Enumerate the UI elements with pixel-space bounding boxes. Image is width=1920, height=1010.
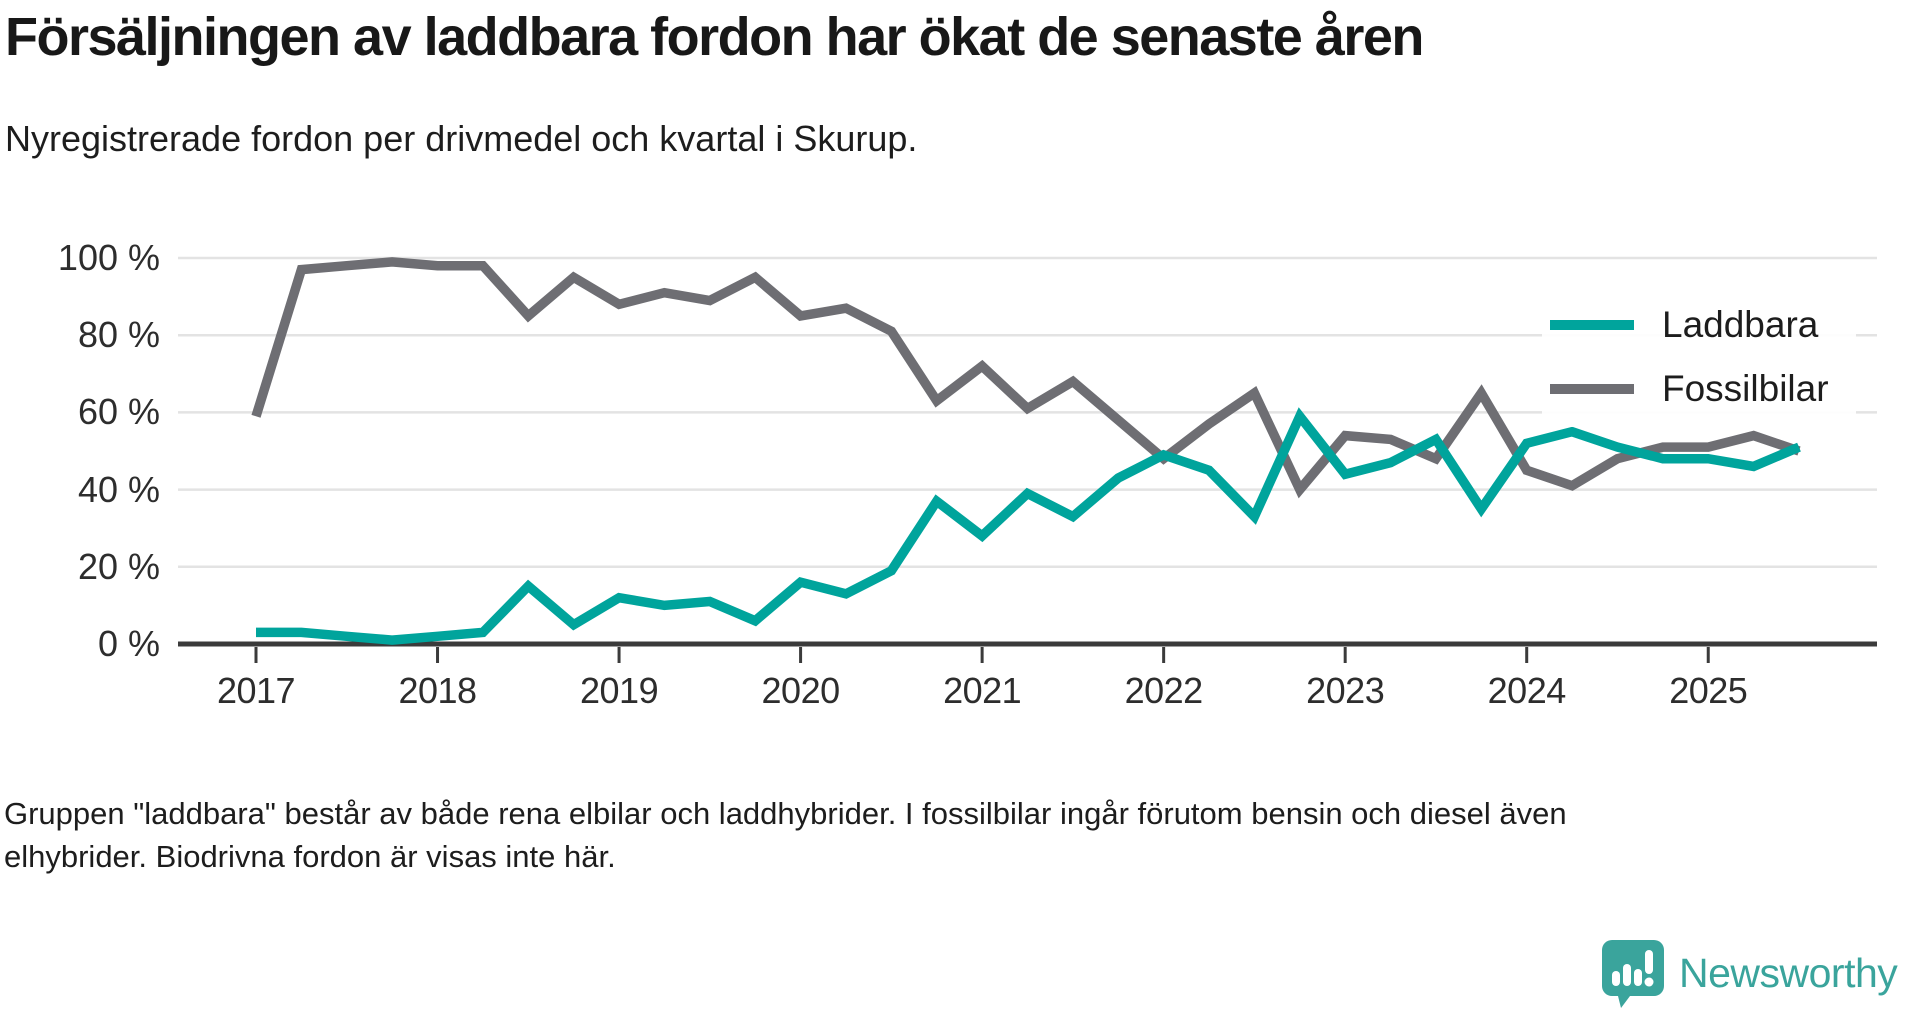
legend-item-fossilbilar: Fossilbilar: [1550, 365, 1856, 413]
footnote-line-2: elhybrider. Biodrivna fordon är visas in…: [4, 839, 616, 874]
x-axis-label-2018: 2018: [398, 670, 477, 711]
x-axis-label-2017: 2017: [216, 670, 296, 711]
y-axis-label-0: 0 %: [97, 623, 160, 664]
y-axis-label-60: 60 %: [77, 391, 160, 433]
newsworthy-logo-icon: [1602, 940, 1664, 1008]
x-axis-label-2022: 2022: [1124, 670, 1204, 711]
x-axis-label-2019: 2019: [580, 670, 659, 711]
newsworthy-branding: Newsworthy: [1600, 938, 1898, 1008]
footnote: Gruppen "laddbara" består av både rena e…: [4, 792, 1567, 878]
laddbara-line-swatch: [1550, 320, 1634, 330]
y-axis-label-80: 80 %: [77, 314, 160, 356]
newsworthy-wordmark: Newsworthy: [1679, 949, 1898, 996]
y-axis-label-100: 100 %: [57, 237, 160, 278]
legend-item-laddbara: Laddbara: [1550, 301, 1856, 349]
x-axis-label-2021: 2021: [943, 670, 1022, 711]
y-axis-label-40: 40 %: [77, 468, 160, 510]
series-line-laddbara: [256, 407, 1801, 645]
legend-label-fossilbilar: Fossilbilar: [1662, 368, 1829, 409]
x-axis-label-2023: 2023: [1306, 670, 1385, 711]
y-axis-label-20: 20 %: [77, 545, 160, 587]
series-line-fossilbilar: [251, 257, 1801, 499]
chart-title: Försäljningen av laddbara fordon har öka…: [5, 7, 1424, 67]
x-axis-label-2025: 2025: [1669, 670, 1748, 711]
x-axis-label-2024: 2024: [1487, 670, 1567, 711]
x-axis-label-2020: 2020: [761, 670, 841, 711]
fossilbilar-line-swatch: [1550, 384, 1634, 394]
chart-subtitle: Nyregistrerade fordon per drivmedel och …: [5, 118, 918, 159]
footnote-line-1: Gruppen "laddbara" består av både rena e…: [4, 796, 1567, 831]
legend-label-laddbara: Laddbara: [1662, 304, 1819, 345]
legend: Laddbara Fossilbilar: [1542, 289, 1856, 427]
